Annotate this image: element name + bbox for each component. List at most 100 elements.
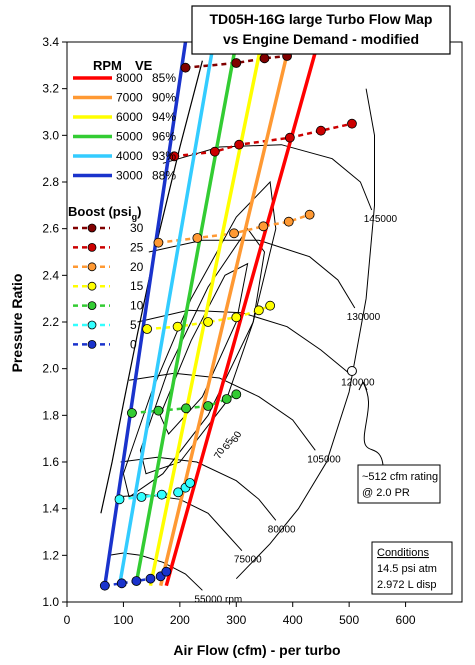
y-tick-label-2.4: 2.4 xyxy=(42,268,59,282)
legend-boost-marker-15 xyxy=(87,281,97,291)
boost-line-30 xyxy=(185,54,288,69)
conditions-atm: 14.5 psi atm xyxy=(377,563,437,575)
legend-boost-label-5: 5 xyxy=(130,318,137,332)
legend-rpm-value-5000: 5000 xyxy=(116,130,143,144)
legend-boost-label-25: 25 xyxy=(130,240,144,254)
legend-ve-value-5000: 96% xyxy=(152,130,176,144)
x-axis-label: Air Flow (cfm) - per turbo xyxy=(173,642,340,658)
boost-point-20-3 xyxy=(258,221,269,232)
x-tick-label-200: 200 xyxy=(170,613,190,627)
y-tick-label-3.0: 3.0 xyxy=(42,128,59,142)
efficiency-island-2 xyxy=(159,262,249,435)
conditions-title: Conditions xyxy=(377,547,429,559)
legend-boost-marker-10 xyxy=(87,301,97,311)
legend-boost-label-15: 15 xyxy=(130,279,144,293)
speed-line-label-6: 145000 xyxy=(364,214,398,225)
y-tick-label-2.2: 2.2 xyxy=(42,315,59,329)
boost-point-25-0 xyxy=(169,151,180,162)
y-tick-label-2.8: 2.8 xyxy=(42,175,59,189)
speed-line-4 xyxy=(137,309,350,374)
rating-pointer-line xyxy=(362,381,384,466)
boost-point-0-3 xyxy=(145,573,156,584)
boost-point-5-3 xyxy=(173,487,184,498)
surge-line xyxy=(100,60,203,514)
boost-point-15-0 xyxy=(142,324,153,334)
title-box: TD05H-16G large Turbo Flow Map vs Engine… xyxy=(191,5,451,55)
boost-point-15-2 xyxy=(203,317,213,327)
x-tick-label-600: 600 xyxy=(396,613,416,627)
speed-line-0 xyxy=(109,552,203,591)
boost-point-25-4 xyxy=(316,125,326,136)
legend-boost-marker-20 xyxy=(87,262,97,272)
boost-point-25-2 xyxy=(234,139,245,150)
x-tick-label-0: 0 xyxy=(64,613,71,627)
boost-point-20-4 xyxy=(283,216,294,227)
rating-annotation-line-2: @ 2.0 PR xyxy=(362,487,410,499)
rpm-legend: RPM VE 8000 85% 7000 90% 6000 94% 5000 96% 4000 9… xyxy=(73,58,176,183)
legend-boost-label-10: 10 xyxy=(130,299,144,313)
boost-point-30-1 xyxy=(231,58,242,68)
speed-line-label-3: 105000 xyxy=(307,454,341,465)
chart-title-line-1: TD05H-16G large Turbo Flow Map xyxy=(210,11,433,27)
boost-point-20-1 xyxy=(192,233,203,243)
legend-boost-header: Boost (psig) xyxy=(68,204,141,222)
boost-point-25-5 xyxy=(347,118,357,129)
legend-boost-header-end: ) xyxy=(137,204,141,219)
boost-point-30-2 xyxy=(259,53,270,64)
rating-annotation-line-1: ~512 cfm rating xyxy=(362,471,438,483)
boost-legend: Boost (psig) 30 25 20 15 10 5 0 xyxy=(68,204,144,351)
speed-line-2 xyxy=(120,456,277,521)
legend-ve-value-6000: 94% xyxy=(152,110,176,124)
boost-point-20-5 xyxy=(304,209,315,220)
y-tick-label-2.0: 2.0 xyxy=(42,362,59,376)
plot-inner xyxy=(99,42,375,591)
boost-point-30-0 xyxy=(180,62,191,73)
rpm-line-6000 xyxy=(148,42,264,587)
boost-point-5-5 xyxy=(185,478,195,488)
speed-line-3 xyxy=(129,372,316,451)
rating-point xyxy=(346,366,357,376)
boost-point-15-5 xyxy=(265,300,276,311)
boost-point-20-0 xyxy=(153,237,164,248)
boost-point-15-3 xyxy=(231,312,242,323)
legend-rpm-header: RPM xyxy=(93,58,122,73)
boost-point-10-2 xyxy=(181,403,191,414)
boost-point-20-2 xyxy=(229,228,239,239)
boost-point-10-4 xyxy=(221,394,232,404)
speed-line-label-2: 80000 xyxy=(268,524,296,535)
rpm-line-5000 xyxy=(134,42,239,587)
legend-boost-header-text: Boost (psi xyxy=(68,204,132,219)
boost-point-0-5 xyxy=(161,566,172,577)
legend-boost-label-20: 20 xyxy=(130,260,144,274)
boost-point-15-1 xyxy=(172,321,183,332)
rpm-line-4000 xyxy=(117,42,216,586)
boost-point-5-2 xyxy=(156,489,167,500)
speed-line-label-1: 75000 xyxy=(234,555,262,566)
chart-title-line-2: vs Engine Demand - modified xyxy=(223,31,419,47)
y-tick-label-1.4: 1.4 xyxy=(42,502,59,516)
x-tick-label-100: 100 xyxy=(113,613,133,627)
boost-point-0-2 xyxy=(131,576,142,586)
y-tick-label-1.8: 1.8 xyxy=(42,408,59,422)
efficiency-label-2: 70 xyxy=(212,446,227,462)
conditions-box: Conditions 14.5 psi atm 2.972 L disp xyxy=(371,541,453,595)
boost-point-0-0 xyxy=(99,580,110,591)
plot-area: 55000 rpm7500080000105000120000130000145… xyxy=(99,42,398,605)
legend-ve-header: VE xyxy=(135,58,153,73)
legend-boost-marker-0 xyxy=(87,339,97,349)
boost-point-10-0 xyxy=(126,408,137,418)
rating-annotation: ~512 cfm rating @ 2.0 PR xyxy=(357,381,441,504)
rating-pointer-arrowhead xyxy=(358,381,368,391)
speed-line-5 xyxy=(148,239,356,309)
speed-line-label-5: 130000 xyxy=(347,312,381,323)
y-tick-label-1.6: 1.6 xyxy=(42,455,59,469)
y-tick-label-1.2: 1.2 xyxy=(42,548,59,562)
choke-line xyxy=(235,88,375,580)
rpm-line-8000 xyxy=(164,42,320,587)
legend-rpm-value-6000: 6000 xyxy=(116,110,143,124)
legend-rpm-value-7000: 7000 xyxy=(116,91,143,105)
efficiency-island-1 xyxy=(139,227,266,475)
legend-boost-label-0: 0 xyxy=(130,337,137,351)
legend-ve-value-8000: 85% xyxy=(152,71,176,85)
